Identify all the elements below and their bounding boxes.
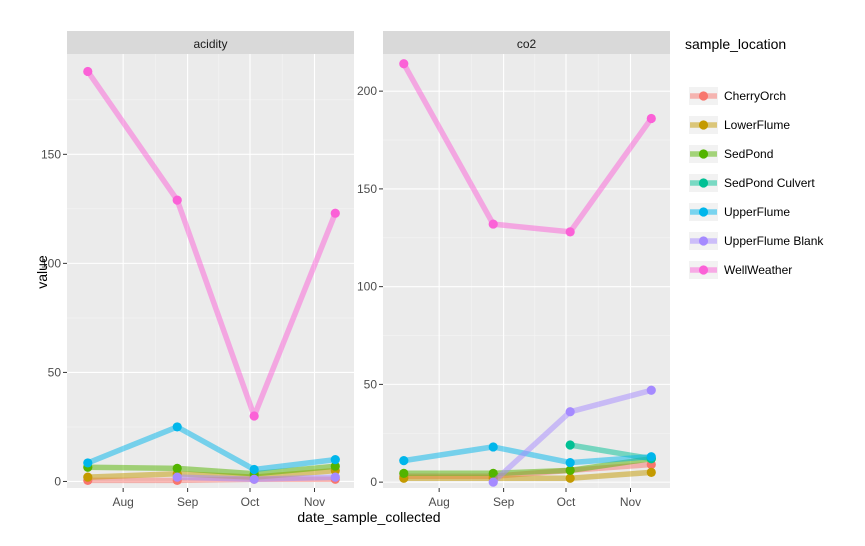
data-point — [172, 195, 182, 205]
data-point — [249, 411, 259, 421]
series-upperflume — [399, 442, 656, 468]
panel-strip-label: acidity — [193, 37, 227, 51]
y-tick-label: 50 — [364, 377, 378, 391]
series-upperflume-blank — [488, 385, 656, 487]
legend-label: SedPond — [724, 147, 773, 161]
data-point — [488, 468, 498, 478]
legend-item-sedpond-culvert: SedPond Culvert — [689, 174, 815, 192]
y-tick-label: 0 — [54, 474, 61, 488]
data-point — [172, 472, 182, 482]
legend-key-point — [698, 149, 709, 159]
series-line — [87, 463, 336, 477]
series-line — [403, 444, 652, 466]
legend-item-wellweather: WellWeather — [689, 261, 792, 279]
data-point — [488, 477, 498, 487]
y-axis-title: value — [34, 255, 50, 289]
data-point — [83, 458, 93, 468]
legend-key-point — [698, 178, 709, 188]
data-point — [646, 385, 656, 395]
series-line — [403, 469, 652, 481]
data-point — [646, 467, 656, 477]
y-tick-label: 0 — [370, 475, 377, 489]
data-point — [565, 407, 575, 417]
series-line — [85, 69, 338, 419]
legend-label: SedPond Culvert — [724, 176, 815, 190]
data-point — [399, 59, 409, 69]
x-tick-label: Oct — [241, 495, 260, 509]
x-tick-label: Aug — [428, 495, 449, 509]
legend-item-lowerflume: LowerFlume — [689, 116, 790, 134]
data-point — [83, 472, 93, 482]
panels-layer: acidity 0 50 100 150 Aug Sep Oct Nov co2 0 50 100 150… — [41, 31, 670, 509]
data-point — [330, 472, 340, 482]
legend-title: sample_location — [685, 36, 786, 52]
x-axis-title: date_sample_collected — [297, 509, 440, 525]
legend-label: UpperFlume — [724, 205, 790, 219]
data-point — [249, 464, 259, 475]
legend-item-upperflume-blank: UpperFlume Blank — [689, 232, 824, 250]
data-point — [249, 474, 259, 484]
panel-acidity: acidity 0 50 100 150 Aug Sep Oct Nov — [41, 31, 354, 509]
data-point — [565, 465, 575, 476]
y-tick-label: 150 — [357, 182, 377, 196]
legend-label: WellWeather — [724, 263, 792, 277]
data-point — [172, 463, 182, 473]
y-tick-label: 100 — [41, 256, 61, 270]
data-point — [488, 219, 498, 229]
panel-background — [67, 54, 354, 488]
y-tick-label: 200 — [357, 84, 377, 98]
x-tick-label: Sep — [177, 495, 199, 509]
x-tick-label: Nov — [620, 495, 641, 509]
data-point — [399, 468, 409, 478]
panel-background — [383, 54, 670, 488]
series-wellweather — [399, 59, 656, 237]
x-tick-label: Sep — [493, 495, 515, 509]
series-upperflume-blank — [172, 472, 340, 484]
panel-co2: co2 0 50 100 150 200 Aug Sep Oct Nov — [357, 31, 670, 509]
data-point — [488, 442, 498, 452]
x-tick-label: Aug — [112, 495, 133, 509]
y-tick-label: 100 — [357, 280, 377, 294]
series-line — [403, 455, 652, 477]
data-point — [330, 455, 340, 465]
legend-key-point — [698, 265, 709, 275]
data-point — [172, 422, 182, 432]
legend-item-cherryorch: CherryOrch — [689, 87, 786, 105]
legend-key-point — [698, 207, 709, 217]
legend-item-upperflume: UpperFlume — [689, 203, 790, 221]
legend: CherryOrch LowerFlume SedPond SedPond Culve… — [689, 87, 824, 279]
data-point — [399, 456, 409, 466]
panel-strip — [383, 31, 670, 54]
legend-label: UpperFlume Blank — [724, 234, 824, 248]
data-point — [330, 461, 340, 471]
legend-label: CherryOrch — [724, 89, 786, 103]
data-point — [565, 457, 575, 468]
y-tick-label: 150 — [41, 147, 61, 161]
x-tick-label: Nov — [304, 495, 325, 509]
legend-key-point — [698, 91, 709, 101]
series-wellweather — [83, 66, 340, 421]
data-point — [565, 227, 575, 237]
series-upperflume — [83, 422, 340, 475]
legend-key-point — [698, 236, 709, 246]
data-point — [646, 452, 656, 462]
panel-strip-label: co2 — [517, 37, 537, 51]
legend-item-sedpond: SedPond — [689, 145, 773, 163]
data-point — [83, 66, 93, 77]
data-point — [565, 440, 575, 450]
series-line — [401, 62, 654, 235]
y-tick-label: 50 — [48, 365, 62, 379]
series-line — [86, 424, 336, 473]
data-point — [646, 113, 656, 124]
data-point — [330, 208, 340, 218]
panel-strip — [67, 31, 354, 54]
legend-key-point — [698, 120, 709, 130]
data-point — [565, 473, 575, 483]
legend-label: LowerFlume — [724, 118, 790, 132]
x-tick-label: Oct — [557, 495, 576, 509]
